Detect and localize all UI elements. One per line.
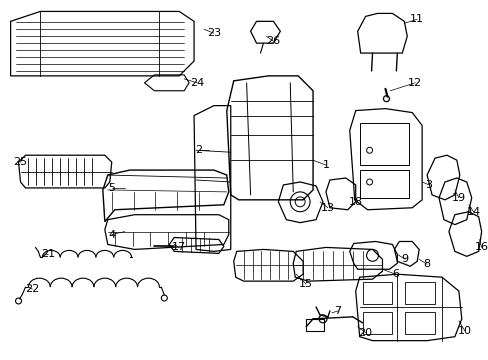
Bar bbox=[405, 282, 434, 304]
Text: 13: 13 bbox=[320, 203, 334, 213]
Text: 22: 22 bbox=[25, 284, 40, 294]
Text: 7: 7 bbox=[334, 306, 341, 316]
Text: 25: 25 bbox=[14, 157, 27, 167]
Text: 3: 3 bbox=[425, 180, 432, 190]
Text: 2: 2 bbox=[195, 145, 202, 155]
Text: 1: 1 bbox=[322, 160, 329, 170]
Bar bbox=[405, 312, 434, 334]
Text: 20: 20 bbox=[358, 328, 372, 338]
Text: 12: 12 bbox=[407, 78, 422, 88]
Text: 24: 24 bbox=[189, 78, 204, 88]
Text: 6: 6 bbox=[391, 269, 398, 279]
Bar bbox=[305, 319, 324, 331]
Text: 16: 16 bbox=[474, 242, 488, 252]
Bar bbox=[359, 123, 408, 165]
Text: 11: 11 bbox=[409, 14, 423, 24]
Text: 17: 17 bbox=[172, 242, 186, 252]
Text: 9: 9 bbox=[401, 254, 408, 264]
Bar bbox=[362, 282, 391, 304]
Text: 26: 26 bbox=[266, 36, 280, 46]
Text: 15: 15 bbox=[299, 279, 312, 289]
Text: 5: 5 bbox=[108, 183, 115, 193]
Text: 14: 14 bbox=[466, 207, 480, 217]
Text: 23: 23 bbox=[206, 28, 221, 38]
Text: 10: 10 bbox=[457, 326, 471, 336]
Text: 19: 19 bbox=[451, 193, 465, 203]
Bar bbox=[362, 312, 391, 334]
Text: 18: 18 bbox=[348, 197, 362, 207]
Bar bbox=[359, 170, 408, 198]
Text: 21: 21 bbox=[41, 249, 55, 259]
Text: 4: 4 bbox=[108, 230, 115, 239]
Text: 8: 8 bbox=[423, 259, 430, 269]
